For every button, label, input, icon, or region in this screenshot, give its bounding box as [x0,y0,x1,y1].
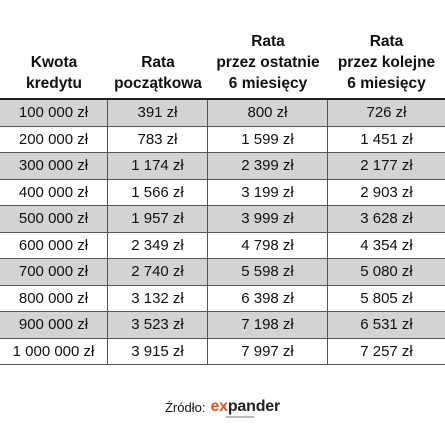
table-row: 200 000 zł 783 zł 1 599 zł 1 451 zł [0,126,445,153]
table-row: 900 000 zł 3 523 zł 7 198 zł 6 531 zł [0,312,445,339]
cell-kwota: 500 000 zł [0,206,108,232]
table-header: Kwota kredytu Rata początkowa Rata przez… [0,0,445,100]
source-label: Źródło: [164,399,206,415]
cell-rata-ostatnie: 5 598 zł [208,259,328,285]
cell-rata-kolejne: 6 531 zł [360,316,413,334]
cell-rata-ostatnie: 4 798 zł [208,232,328,258]
cell-rata-ostatnie: 6 398 zł [208,285,328,311]
cell-rata-poczatkowa: 1 174 zł [108,153,208,179]
cell-kwota: 400 000 zł [0,179,108,205]
cell-rata-poczatkowa: 3 915 zł [108,338,208,364]
cell-kwota: 800 000 zł [0,285,108,311]
cell-rata-ostatnie: 2 399 zł [208,153,328,179]
cell-rata-poczatkowa: 3 132 zł [108,285,208,311]
expander-logo: expander [210,398,281,418]
cell-rata-kolejne: 4 354 zł [360,236,413,254]
cell-rata-kolejne: 3 628 zł [360,210,413,228]
table-row: 800 000 zł 3 132 zł 6 398 zł 5 805 zł [0,285,445,312]
cell-kwota: 900 000 zł [0,312,108,338]
cell-rata-kolejne: 5 080 zł [360,263,413,281]
loan-rates-table: Kwota kredytu Rata początkowa Rata przez… [0,0,445,365]
cell-rata-ostatnie: 3 199 zł [208,179,328,205]
table-row: 300 000 zł 1 174 zł 2 399 zł 2 177 zł [0,153,445,180]
cell-kwota: 300 000 zł [0,153,108,179]
cell-rata-poczatkowa: 2 740 zł [108,259,208,285]
table-row: 600 000 zł 2 349 zł 4 798 zł 4 354 zł [0,232,445,259]
header-rata-poczatkowa: Rata początkowa [114,54,202,92]
cell-rata-kolejne: 5 805 zł [360,289,413,307]
logo-prefix: ex [210,398,228,415]
table-row: 1 000 000 zł 3 915 zł 7 997 zł 7 257 zł [0,338,445,365]
cell-rata-ostatnie: 1 599 zł [208,126,328,152]
cell-kwota: 1 000 000 zł [0,338,108,364]
cell-rata-kolejne: 1 451 zł [360,130,413,148]
header-rata-kolejne: Rata przez kolejne 6 miesięcy [337,33,436,92]
logo-tagline-bar [226,416,255,418]
cell-kwota: 700 000 zł [0,259,108,285]
source-line: Źródło: expander [0,398,445,418]
cell-rata-poczatkowa: 2 349 zł [108,232,208,258]
table-row: 700 000 zł 2 740 zł 5 598 zł 5 080 zł [0,259,445,286]
cell-rata-ostatnie: 7 198 zł [208,312,328,338]
cell-rata-poczatkowa: 1 566 zł [108,179,208,205]
header-rata-ostatnie: Rata przez ostatnie 6 miesięcy [216,33,320,92]
cell-rata-poczatkowa: 783 zł [108,126,208,152]
cell-rata-kolejne: 726 zł [366,104,407,122]
cell-rata-kolejne: 7 257 zł [360,342,413,360]
cell-rata-kolejne: 2 177 zł [360,157,413,175]
cell-kwota: 200 000 zł [0,126,108,152]
cell-kwota: 600 000 zł [0,232,108,258]
table-row: 100 000 zł 391 zł 800 zł 726 zł [0,100,445,127]
header-kwota-kredytu: Kwota kredytu [26,54,82,92]
logo-rest: pander [227,398,281,415]
cell-rata-poczatkowa: 3 523 zł [108,312,208,338]
cell-rata-poczatkowa: 391 zł [108,100,208,126]
table-body: 100 000 zł 391 zł 800 zł 726 zł 200 000 zł 78… [0,100,445,365]
cell-rata-ostatnie: 7 997 zł [208,338,328,364]
cell-rata-ostatnie: 3 999 zł [208,206,328,232]
cell-rata-kolejne: 2 903 zł [360,183,413,201]
table-row: 400 000 zł 1 566 zł 3 199 zł 2 903 zł [0,179,445,206]
cell-rata-poczatkowa: 1 957 zł [108,206,208,232]
cell-rata-ostatnie: 800 zł [208,100,328,126]
table-row: 500 000 zł 1 957 zł 3 999 zł 3 628 zł [0,206,445,233]
cell-kwota: 100 000 zł [0,100,108,126]
